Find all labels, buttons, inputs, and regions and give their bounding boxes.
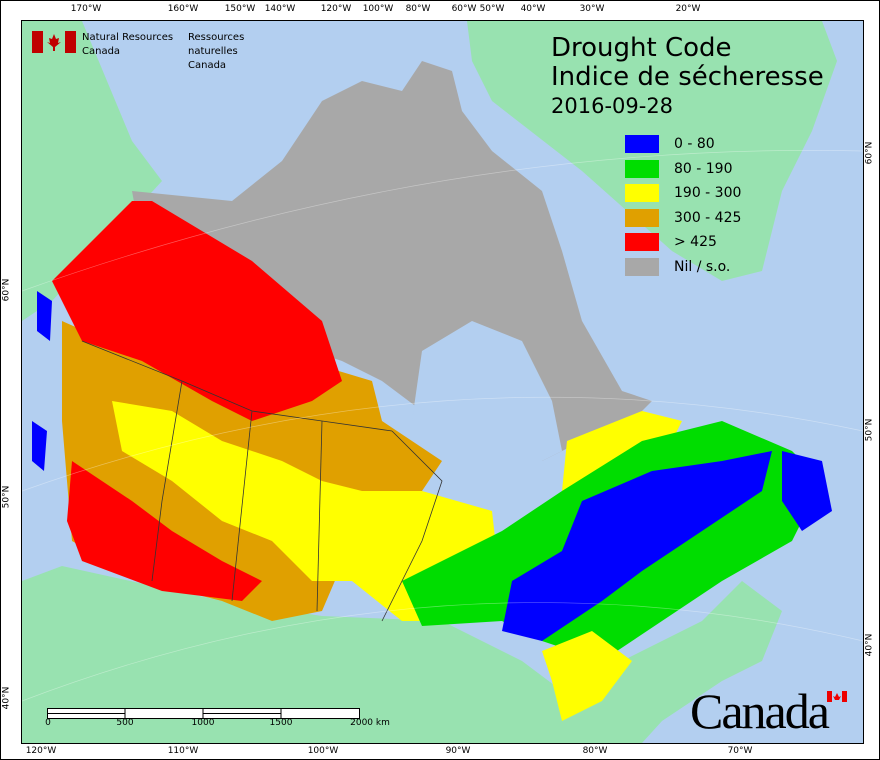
agency-fr-line2: Canada bbox=[188, 60, 227, 71]
tick-label: 170°W bbox=[70, 4, 102, 14]
tick-label: 30°W bbox=[579, 4, 605, 14]
tick-label: 110°W bbox=[167, 746, 199, 756]
tick-label: 160°W bbox=[167, 4, 199, 14]
canada-flag-icon bbox=[32, 31, 76, 53]
zone-190-300 bbox=[112, 401, 502, 621]
legend-swatch bbox=[625, 184, 659, 203]
province-borders bbox=[81, 340, 443, 622]
hudson-bay bbox=[412, 321, 562, 471]
tick-label: 120°W bbox=[25, 746, 57, 756]
tick-label: 50°N bbox=[864, 418, 875, 442]
legend-item: 0 - 80 bbox=[625, 132, 741, 157]
legend-item: Nil / s.o. bbox=[625, 255, 741, 280]
tick-label: 100°W bbox=[307, 746, 339, 756]
tick-label: 150°W bbox=[224, 4, 256, 14]
scale-label: 1500 bbox=[269, 718, 293, 728]
legend-swatch bbox=[625, 208, 659, 227]
legend-label: 80 - 190 bbox=[674, 160, 733, 177]
alaska-land bbox=[22, 21, 162, 321]
legend-swatch bbox=[625, 233, 659, 252]
scale-bar bbox=[47, 705, 362, 724]
legend-swatch bbox=[625, 159, 659, 178]
legend-label: 190 - 300 bbox=[674, 185, 742, 202]
title-en: Drought Code bbox=[551, 33, 732, 63]
tick-label: 80°W bbox=[405, 4, 431, 14]
zone-190-300-east bbox=[562, 411, 682, 491]
legend: 0 - 80 80 - 190 190 - 300 300 - 425 > 425 Nil… bbox=[625, 132, 741, 279]
drought-code-map[interactable] bbox=[21, 20, 864, 744]
tick-label: 140°W bbox=[264, 4, 296, 14]
tick-label: 100°W bbox=[362, 4, 394, 14]
zone-0-80-bc-coast bbox=[32, 291, 52, 471]
legend-label: > 425 bbox=[674, 234, 717, 251]
scale-label: 1000 bbox=[191, 718, 215, 728]
zone-over-425-south bbox=[67, 461, 262, 601]
zone-0-80 bbox=[502, 451, 772, 641]
tick-label: 80°W bbox=[582, 746, 608, 756]
map-title: Drought Code Indice de sécheresse bbox=[551, 34, 824, 92]
tick-label: 120°W bbox=[320, 4, 352, 14]
tick-label: 50°N bbox=[1, 485, 12, 509]
legend-label: 300 - 425 bbox=[674, 209, 742, 226]
tick-label: 90°W bbox=[445, 746, 471, 756]
tick-label: 50°W bbox=[479, 4, 505, 14]
tick-label: 40°N bbox=[1, 686, 12, 710]
tick-label: 40°N bbox=[864, 633, 875, 657]
legend-swatch bbox=[625, 135, 659, 154]
legend-label: 0 - 80 bbox=[674, 136, 715, 153]
agency-en-line2: Canada bbox=[82, 46, 121, 57]
legend-label: Nil / s.o. bbox=[674, 258, 731, 275]
scale-label: 0 bbox=[45, 718, 51, 728]
scale-label: 500 bbox=[116, 718, 134, 728]
tick-label: 40°W bbox=[520, 4, 546, 14]
tick-label: 70°W bbox=[727, 746, 753, 756]
scale-label: 2000 km bbox=[350, 718, 390, 728]
nrcan-signature: Natural Resources Canada Ressources natu… bbox=[32, 31, 288, 73]
agency-en-line1: Natural Resources bbox=[82, 32, 174, 43]
agency-fr-line1: Ressources naturelles bbox=[188, 32, 245, 57]
title-fr: Indice de sécheresse bbox=[551, 62, 824, 92]
scale-bar-graphic bbox=[47, 708, 360, 719]
tick-label: 60°N bbox=[1, 278, 12, 302]
tick-label: 60°N bbox=[864, 141, 875, 165]
legend-item: 190 - 300 bbox=[625, 181, 741, 206]
map-date: 2016-09-28 bbox=[551, 94, 674, 118]
zone-190-300-ontario bbox=[542, 631, 632, 721]
tick-label: 60°W bbox=[451, 4, 477, 14]
legend-swatch bbox=[625, 257, 659, 276]
canada-wordmark: Canada bbox=[690, 683, 830, 739]
legend-item: 80 - 190 bbox=[625, 157, 741, 182]
tick-label: 20°W bbox=[675, 4, 701, 14]
legend-item: 300 - 425 bbox=[625, 206, 741, 231]
graticule bbox=[22, 150, 863, 702]
zone-over-425 bbox=[52, 201, 342, 421]
legend-item: > 425 bbox=[625, 230, 741, 255]
wordmark-flag-icon bbox=[827, 691, 847, 702]
map-canvas bbox=[22, 21, 863, 743]
zone-0-80-newfoundland bbox=[782, 451, 832, 531]
